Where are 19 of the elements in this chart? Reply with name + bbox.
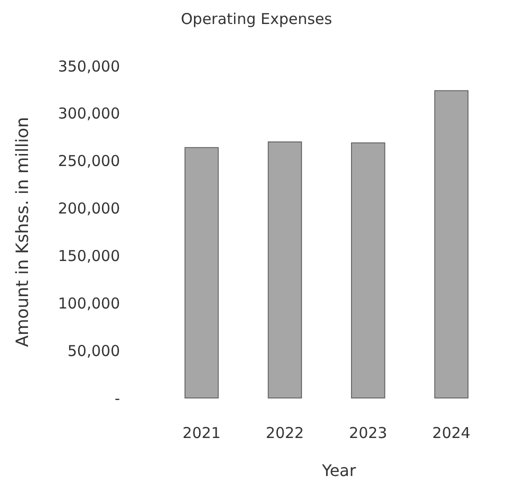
x-tick-label: 2024 [432,424,470,442]
y-tick-label: 50,000 [68,342,120,360]
y-tick-label: 350,000 [58,57,120,76]
y-tick-label: 100,000 [58,294,120,312]
y-axis-title: Amount in Kshss. in million [13,117,33,347]
chart-title: Operating Expenses [180,10,332,28]
bar [351,142,386,398]
y-tick-label: 200,000 [58,200,120,218]
y-tick-label: 300,000 [58,104,120,123]
y-tick-label: 250,000 [58,152,120,170]
bar [268,141,302,398]
bar [184,147,219,398]
x-tick-label: 2023 [349,424,388,442]
x-tick-label: 2022 [266,424,304,442]
y-tick-label: - [114,389,120,408]
y-tick-label: 150,000 [58,246,120,265]
x-tick-label: 2021 [182,424,221,442]
bar [434,90,468,398]
x-axis-title: Year [321,461,356,480]
